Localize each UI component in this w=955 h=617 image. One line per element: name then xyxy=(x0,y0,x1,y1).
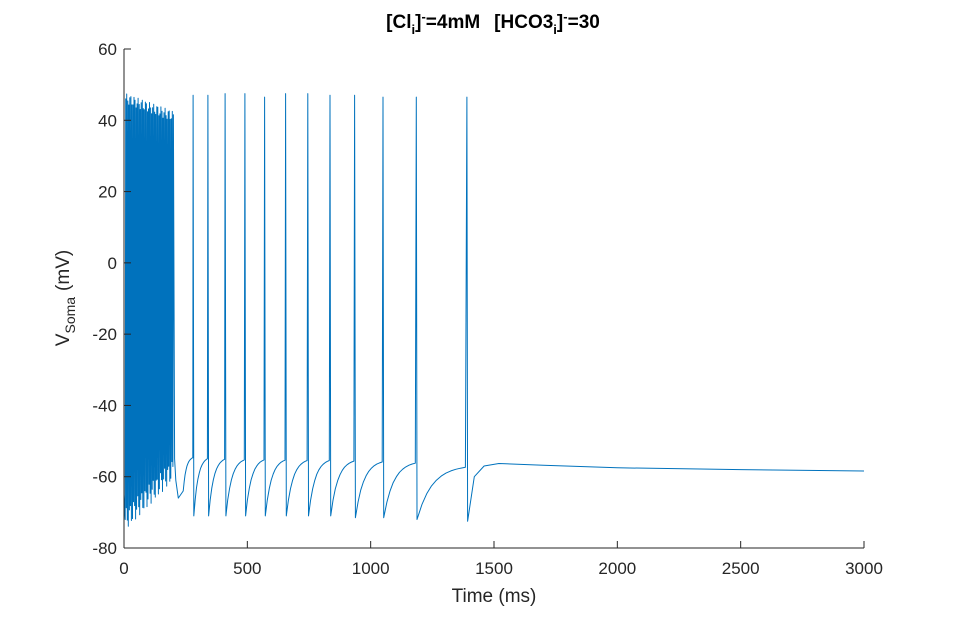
y-axis-label-unit: (mV) xyxy=(53,250,74,291)
x-tick-label: 1000 xyxy=(352,559,390,578)
y-ticks: -80 -60 -40 -20 0 20 40 60 xyxy=(92,40,131,558)
title-hco3-sup: - xyxy=(563,9,567,24)
plot-area xyxy=(123,93,865,527)
y-tick-label: 40 xyxy=(98,111,117,130)
y-tick-label: 60 xyxy=(98,40,117,59)
y-tick-label: 0 xyxy=(108,254,117,273)
x-tick-label: 500 xyxy=(233,559,261,578)
x-tick-label: 1500 xyxy=(475,559,513,578)
y-tick-label: -40 xyxy=(92,396,117,415)
voltage-trace xyxy=(123,93,865,527)
title-hco3-prefix: [HCO3 xyxy=(494,12,553,33)
y-axis-label-main: V xyxy=(53,333,74,346)
x-tick-label: 0 xyxy=(119,559,128,578)
x-tick-label: 2000 xyxy=(598,559,636,578)
title-cl-value: =4mM xyxy=(426,12,480,33)
x-tick-label: 3000 xyxy=(845,559,883,578)
title-hco3-value: =30 xyxy=(568,12,600,33)
y-tick-label: -60 xyxy=(92,468,117,487)
y-tick-label: -20 xyxy=(92,325,117,344)
x-axis-label: Time (ms) xyxy=(452,586,537,607)
title-cl-sub: i xyxy=(411,22,415,37)
title-cl-prefix: [Cl xyxy=(386,12,411,33)
y-axis-label-sub: Soma xyxy=(62,297,78,334)
x-tick-label: 2500 xyxy=(722,559,760,578)
y-axis-label: VSoma (mV) xyxy=(53,250,78,346)
y-tick-label: -80 xyxy=(92,539,117,558)
title-hco3-close: ] xyxy=(557,12,563,33)
title-cl-close: ] xyxy=(415,12,421,33)
x-ticks: 0 500 1000 1500 2000 2500 3000 xyxy=(119,541,883,578)
title-hco3-sub: i xyxy=(553,22,557,37)
chart-title: [Cli]-=4mM [HCO3i]-=30 xyxy=(386,9,600,37)
y-tick-label: 20 xyxy=(98,183,117,202)
title-cl-sup: - xyxy=(421,9,425,24)
